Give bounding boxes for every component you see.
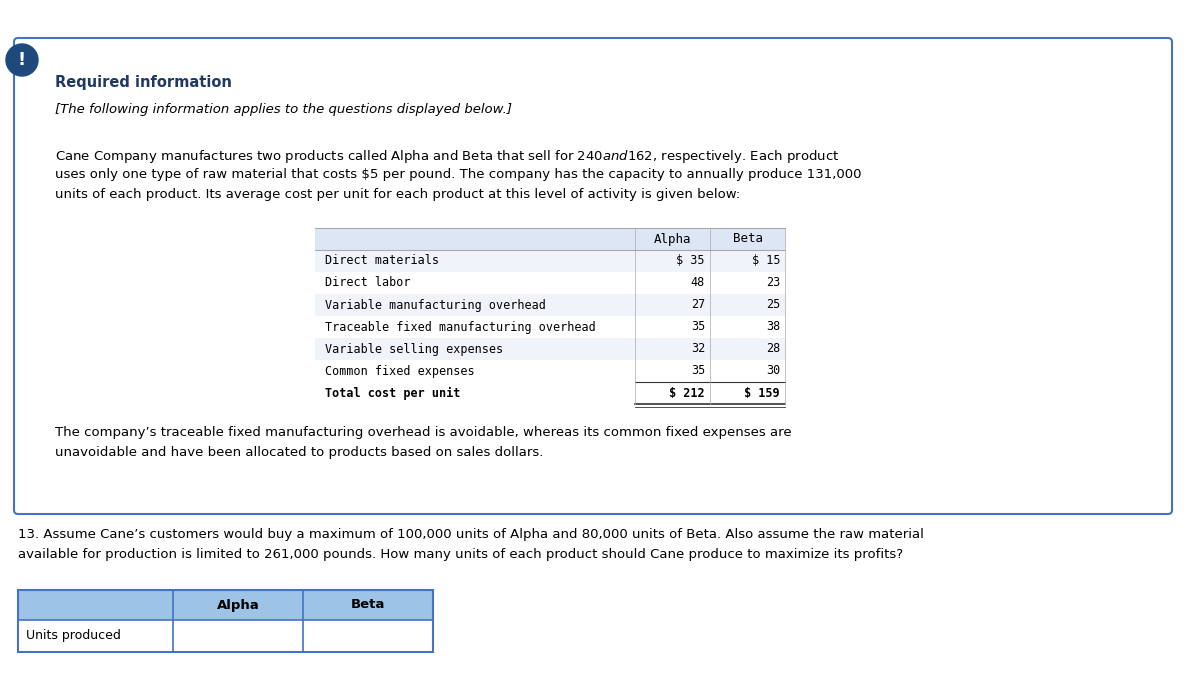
Text: Total cost per unit: Total cost per unit (325, 387, 461, 400)
Text: 27: 27 (691, 298, 706, 311)
Text: 38: 38 (766, 321, 780, 333)
Text: available for production is limited to 261,000 pounds. How many units of each pr: available for production is limited to 2… (18, 548, 904, 561)
Bar (18, 590, 433, 652)
Bar (314, 382, 785, 404)
Bar (18, 620, 433, 652)
Text: 25: 25 (766, 298, 780, 311)
Text: Beta: Beta (732, 232, 762, 246)
Text: $ 15: $ 15 (751, 254, 780, 267)
Text: The company’s traceable fixed manufacturing overhead is avoidable, whereas its c: The company’s traceable fixed manufactur… (55, 426, 792, 439)
Text: 28: 28 (766, 342, 780, 356)
Text: Units produced: Units produced (26, 630, 121, 643)
Bar (18, 590, 433, 620)
Text: Direct labor: Direct labor (325, 277, 410, 290)
FancyBboxPatch shape (14, 38, 1172, 514)
Bar (314, 338, 785, 360)
Text: !: ! (18, 51, 26, 69)
Text: Alpha: Alpha (217, 599, 259, 612)
Text: $ 159: $ 159 (744, 387, 780, 400)
Text: Variable selling expenses: Variable selling expenses (325, 342, 503, 356)
Text: uses only one type of raw material that costs $5 per pound. The company has the : uses only one type of raw material that … (55, 168, 862, 181)
Text: $ 35: $ 35 (677, 254, 706, 267)
Text: 13. Assume Cane’s customers would buy a maximum of 100,000 units of Alpha and 80: 13. Assume Cane’s customers would buy a … (18, 528, 924, 541)
Text: Alpha: Alpha (654, 232, 691, 246)
Text: Variable manufacturing overhead: Variable manufacturing overhead (325, 298, 546, 311)
Circle shape (6, 44, 38, 76)
Text: unavoidable and have been allocated to products based on sales dollars.: unavoidable and have been allocated to p… (55, 446, 544, 459)
Bar (314, 360, 785, 382)
Text: 32: 32 (691, 342, 706, 356)
Text: [The following information applies to the questions displayed below.]: [The following information applies to th… (55, 103, 512, 116)
Bar (314, 228, 785, 250)
Text: Beta: Beta (350, 599, 385, 612)
Text: 30: 30 (766, 364, 780, 377)
Text: 35: 35 (691, 321, 706, 333)
Bar (314, 272, 785, 294)
Bar (314, 250, 785, 272)
Text: Traceable fixed manufacturing overhead: Traceable fixed manufacturing overhead (325, 321, 595, 333)
Text: units of each product. Its average cost per unit for each product at this level : units of each product. Its average cost … (55, 188, 740, 201)
Text: Cane Company manufactures two products called Alpha and Beta that sell for $240 : Cane Company manufactures two products c… (55, 148, 839, 165)
Bar (314, 294, 785, 316)
Text: $ 212: $ 212 (670, 387, 706, 400)
Bar (314, 316, 785, 338)
Text: 48: 48 (691, 277, 706, 290)
Text: Direct materials: Direct materials (325, 254, 439, 267)
Text: 35: 35 (691, 364, 706, 377)
Text: Required information: Required information (55, 75, 232, 90)
Text: Common fixed expenses: Common fixed expenses (325, 364, 475, 377)
Text: 23: 23 (766, 277, 780, 290)
